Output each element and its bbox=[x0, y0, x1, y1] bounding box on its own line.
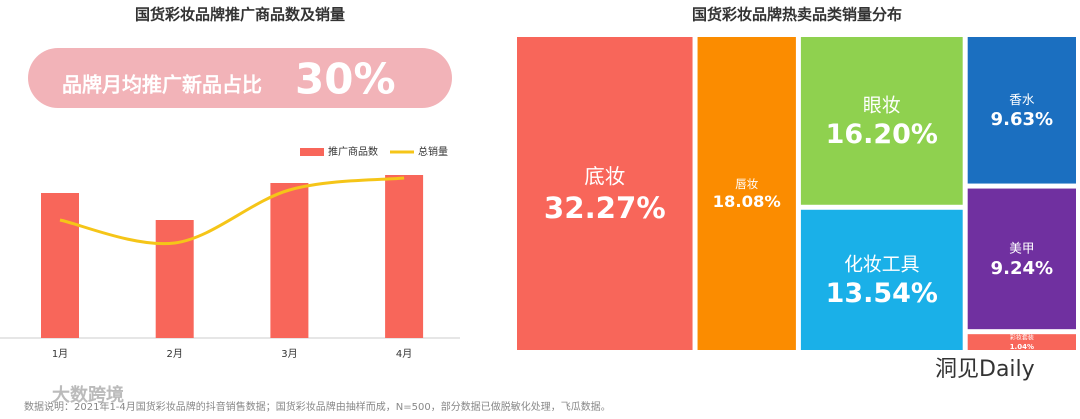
legend-swatch bbox=[300, 148, 324, 156]
bar bbox=[41, 193, 79, 338]
cell-value: 18.08% bbox=[713, 192, 781, 211]
treemap-cell bbox=[967, 334, 1076, 350]
treemap-cell bbox=[697, 37, 796, 350]
x-tick-label: 4月 bbox=[396, 348, 412, 360]
x-tick-label: 2月 bbox=[167, 348, 183, 360]
cell-value: 1.04% bbox=[1010, 343, 1034, 351]
left-title: 国货彩妆品牌推广商品数及销量 bbox=[135, 6, 345, 24]
footer-note: 数据说明：2021年1-4月国货彩妆品牌的抖音销售数据；国货彩妆品牌由抽样而成，… bbox=[24, 400, 611, 413]
cell-value: 13.54% bbox=[826, 278, 938, 309]
logo: 洞见Daily bbox=[935, 357, 1035, 382]
bar bbox=[155, 220, 194, 338]
cell-label: 美甲 bbox=[1009, 240, 1034, 255]
banner-text: 品牌月均推广新品占比 bbox=[62, 73, 262, 97]
banner bbox=[28, 48, 452, 108]
cell-label: 底妆 bbox=[584, 164, 625, 188]
cell-value: 16.20% bbox=[826, 119, 938, 150]
treemap-cell bbox=[517, 37, 693, 350]
right-title: 国货彩妆品牌热卖品类销量分布 bbox=[692, 6, 902, 24]
x-tick-label: 3月 bbox=[281, 348, 297, 360]
cell-label: 香水 bbox=[1009, 92, 1035, 107]
banner-value: 30% bbox=[295, 55, 396, 104]
treemap-cell bbox=[967, 37, 1076, 184]
treemap-cell bbox=[967, 188, 1076, 330]
bar bbox=[270, 183, 309, 338]
cell-value: 32.27% bbox=[544, 191, 666, 225]
treemap-cell bbox=[800, 37, 963, 205]
legend-label: 总销量 bbox=[418, 145, 448, 158]
line bbox=[59, 176, 405, 246]
watermark: 大数跨境 bbox=[52, 384, 124, 406]
cell-label: 眼妆 bbox=[863, 95, 901, 117]
legend-label: 推广商品数 bbox=[328, 145, 378, 158]
cell-label: 彩妆套装 bbox=[1010, 334, 1034, 342]
cell-label: 唇妆 bbox=[735, 177, 758, 191]
treemap-cell bbox=[800, 209, 963, 350]
bar bbox=[385, 175, 424, 338]
cell-value: 9.63% bbox=[991, 109, 1054, 130]
cell-label: 化妆工具 bbox=[844, 254, 920, 276]
x-tick-label: 1月 bbox=[52, 348, 68, 360]
cell-value: 9.24% bbox=[991, 258, 1054, 279]
